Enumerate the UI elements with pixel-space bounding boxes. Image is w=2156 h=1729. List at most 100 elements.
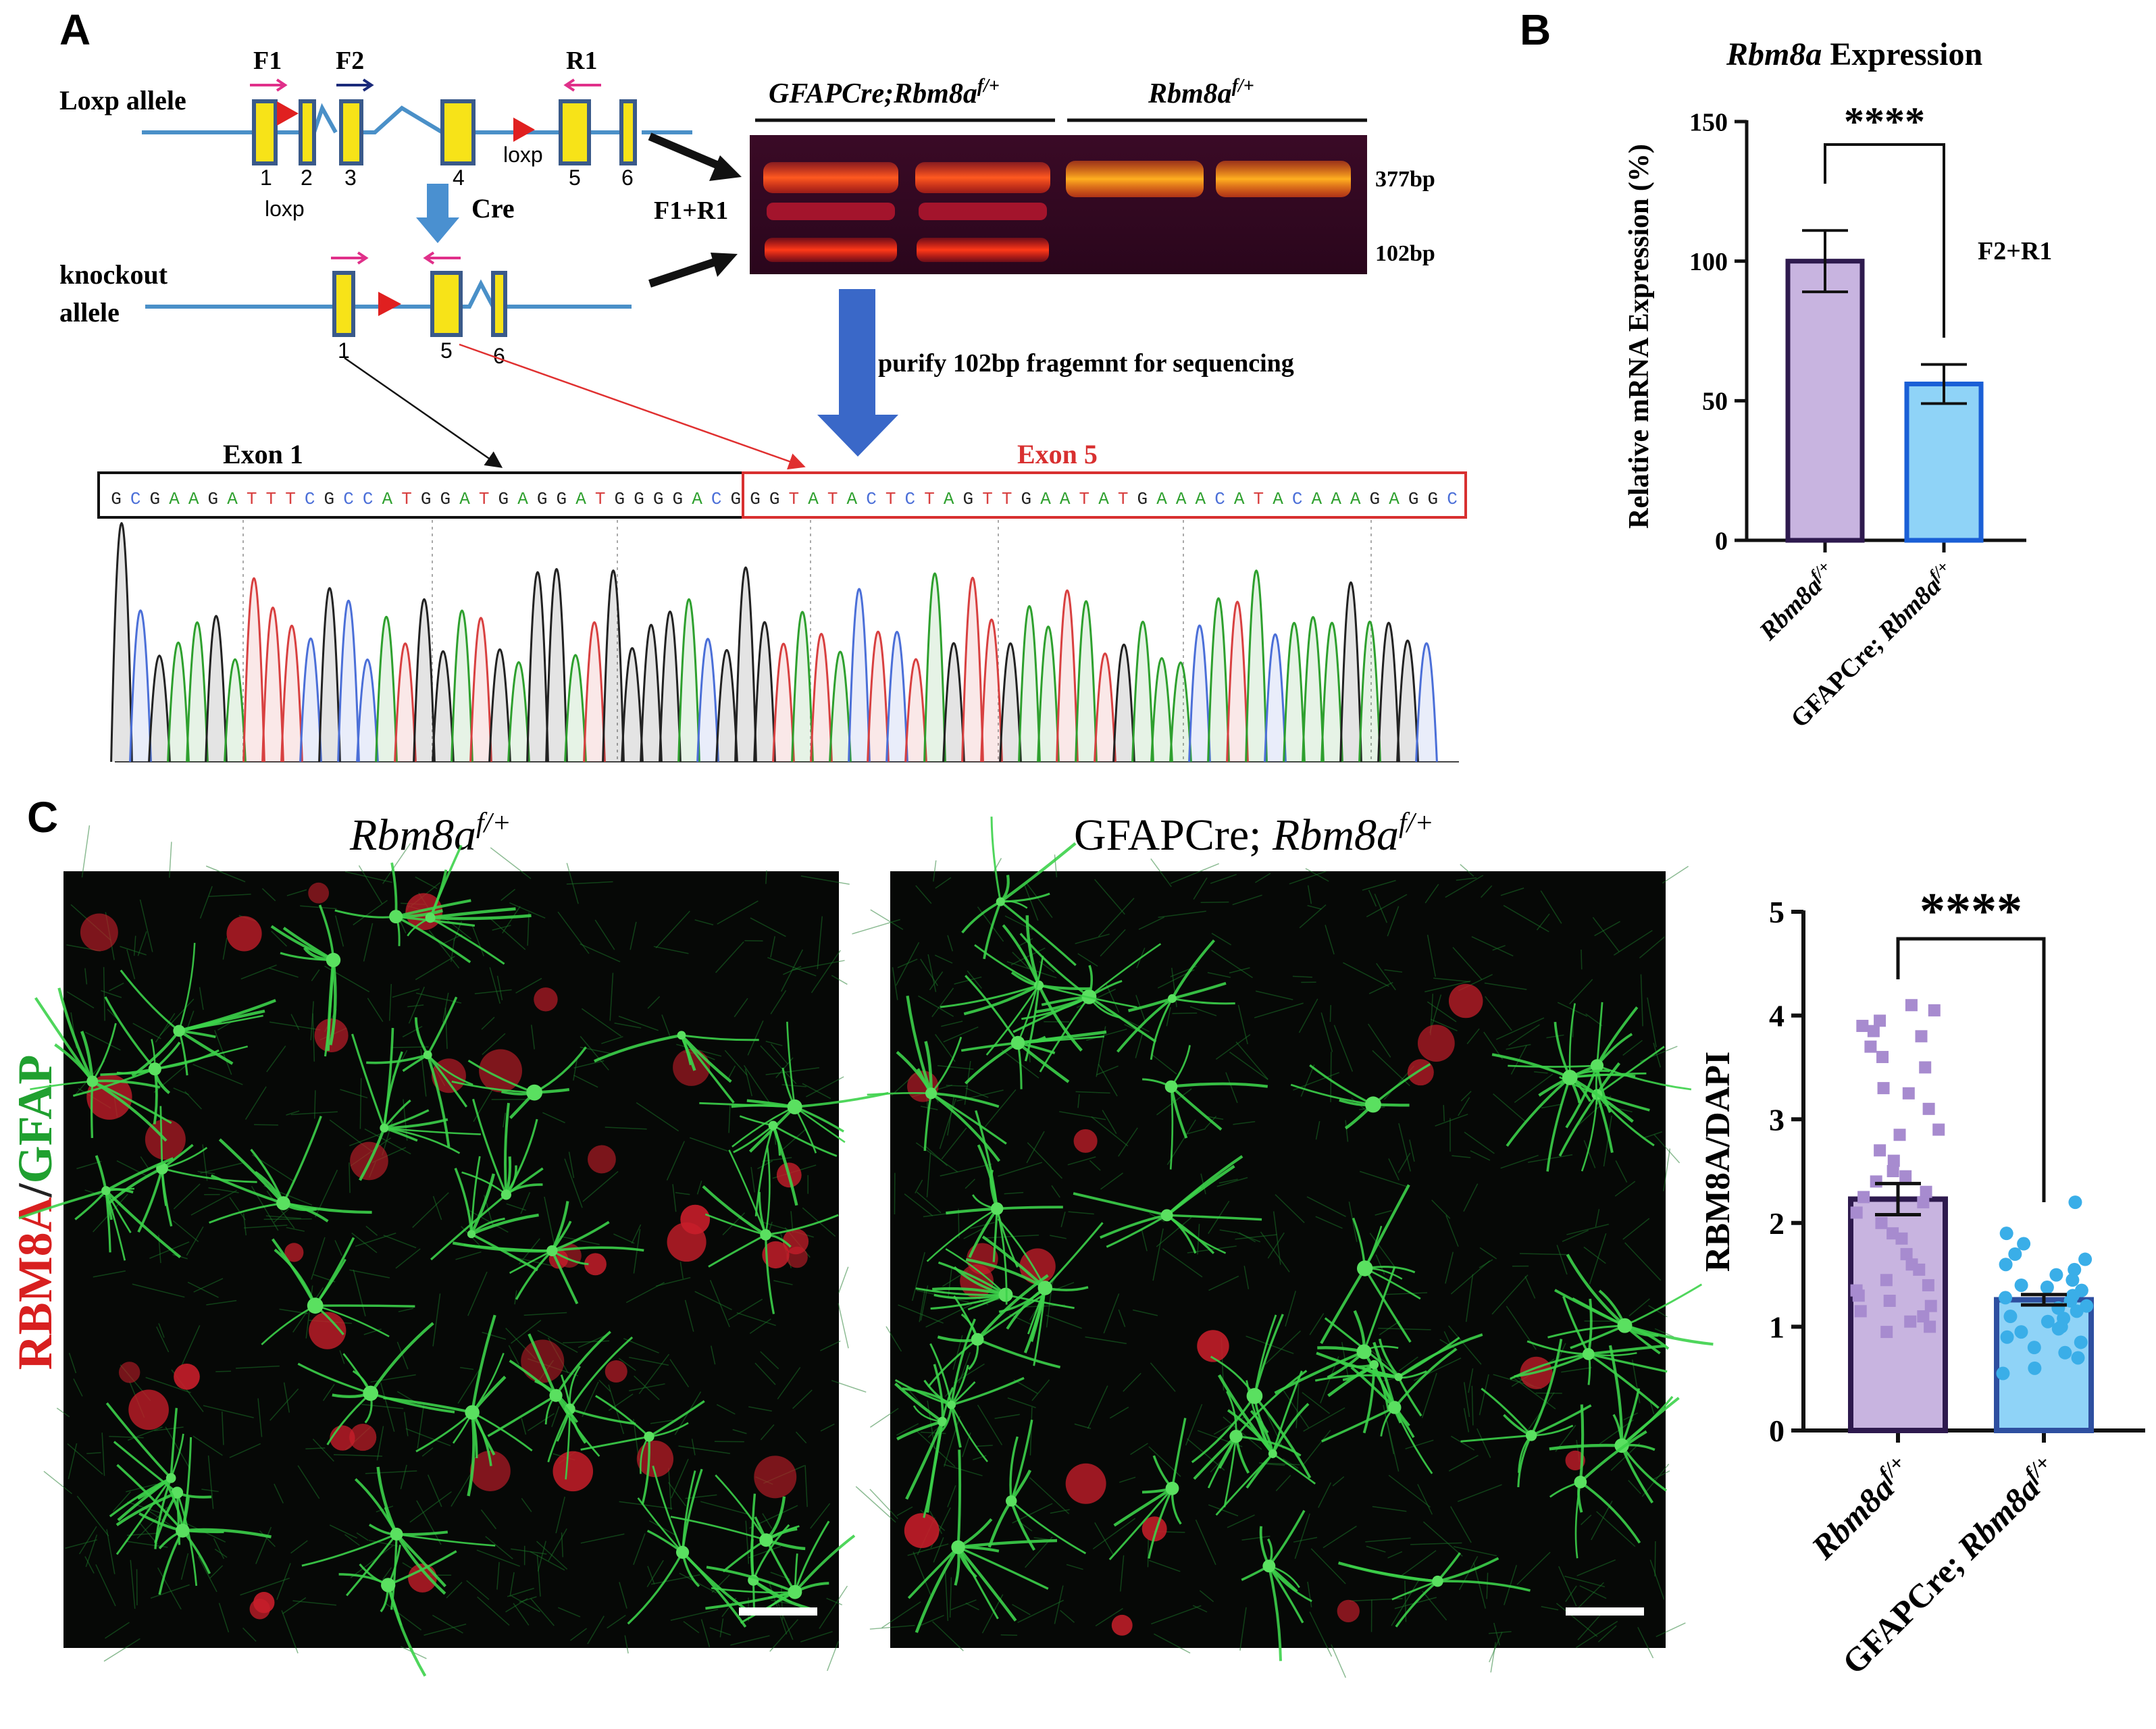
gfap-fiber [199,987,204,1010]
gfap-fiber [745,1520,750,1564]
astrocyte-soma [546,1245,558,1257]
astrocyte-process [105,1157,174,1192]
chromatogram-peak [715,648,738,763]
astrocyte-process [426,1054,468,1108]
gfap-fiber [956,1089,1004,1102]
gfap-fiber [476,1549,520,1567]
gfap-fiber [1208,1504,1239,1517]
astrocyte-process [794,1091,889,1108]
gfap-fiber [1379,1320,1400,1336]
gfap-fiber [777,1367,801,1399]
gfap-fiber [1239,1607,1247,1651]
gfap-fiber [1452,1155,1471,1158]
astrocyte-process [680,1034,735,1104]
gfap-fiber [132,1023,161,1039]
y-tick-label: 0 [1769,1414,1785,1448]
gfap-fiber [1105,983,1120,1013]
gfap-fiber [892,967,898,1000]
gfap-fiber [1628,1480,1641,1495]
cre-label: Cre [471,193,515,224]
loxp-label-2: loxp [503,143,543,167]
gfap-fiber [1504,1565,1518,1605]
arrow-ko-to-gel [648,255,724,288]
gfap-fiber [103,966,105,1021]
astrocyte-soma [500,1189,511,1200]
rbm8a-nucleus [330,1425,355,1451]
gfap-fiber [1273,1211,1281,1265]
gfap-fiber [1564,1576,1606,1588]
gfap-fiber [1374,894,1388,923]
chromatogram-peak [923,572,946,763]
data-point [2040,1314,2055,1328]
gfap-fiber [1435,1113,1468,1127]
astrocyte-process [105,1190,132,1233]
gfap-fiber [941,1021,963,1027]
data-point [1875,1216,1888,1229]
astrocyte-process [708,1234,767,1268]
astrocyte-process [120,969,180,1032]
gfap-fiber [245,1086,267,1120]
gfap-fiber [1615,1160,1628,1183]
rbm8a-nucleus [174,1364,200,1390]
gfap-fiber [261,887,276,902]
sequence-base: T [982,489,993,509]
gfap-fiber [133,935,136,956]
astrocyte-process [91,1023,117,1082]
gfap-fiber [209,1565,224,1579]
gfap-fiber [383,1235,417,1249]
gfap-fiber [86,1451,101,1455]
panel-a: F1 F2 R1 Loxp allele 1 2 3 4 5 6 loxp lo… [59,47,1467,763]
data-point [1999,1291,2013,1305]
data-point [2014,1278,2028,1292]
astrocyte-process [1568,1003,1576,1078]
chromatogram-peak [337,599,360,763]
astrocyte-process [116,1491,178,1526]
gfap-fiber [1576,1559,1616,1576]
astrocyte-process [1460,1434,1532,1443]
gfap-fiber [205,865,246,883]
gfap-fiber [403,1412,409,1437]
gfap-fiber [933,860,937,882]
astrocyte-process [1588,1353,1668,1373]
gfap-fiber [944,1464,983,1476]
astrocyte-soma [1617,1318,1633,1333]
gfap-fiber [520,1192,531,1214]
gfap-fiber [349,1162,351,1193]
gfap-fiber [918,995,954,1017]
gfap-fiber [852,919,901,935]
gfap-fiber [240,1577,290,1596]
astrocyte-process [105,1402,172,1479]
astrocyte-process [383,1396,473,1414]
gfap-fiber [530,1551,565,1571]
gfap-fiber [527,912,530,946]
astrocyte-process [1017,956,1044,1043]
astrocyte-process [170,1433,184,1478]
gfap-fiber [1417,1484,1433,1515]
gfap-fiber [781,949,804,992]
gfap-fiber [1519,1253,1569,1256]
gfap-fiber [963,1227,985,1239]
ko-primer-r1-arrow [423,251,461,265]
gfap-fiber [614,1023,642,1029]
gfap-fiber [68,1353,77,1374]
chromatogram-peak [1320,621,1343,763]
loxp-allele-line [142,100,692,134]
astrocyte-process [469,1173,496,1235]
gfap-fiber [1162,1248,1203,1278]
astrocyte-process [715,1474,767,1541]
gfap-fiber [1654,1328,1674,1337]
gfap-fiber [1431,1199,1451,1219]
astrocyte-process [915,1287,1006,1297]
rbm8a-nucleus [553,1451,594,1492]
astrocyte-soma [363,1385,379,1401]
gfap-fiber [1310,1548,1346,1584]
gfap-fiber [994,1414,1020,1419]
sequence-base: A [1195,489,1206,509]
chromatogram-peak [356,659,379,763]
gfap-fiber [827,1641,839,1672]
gfap-fiber [481,1016,495,1030]
sequence-base: T [595,489,606,509]
chromatogram-peak [1207,597,1230,763]
